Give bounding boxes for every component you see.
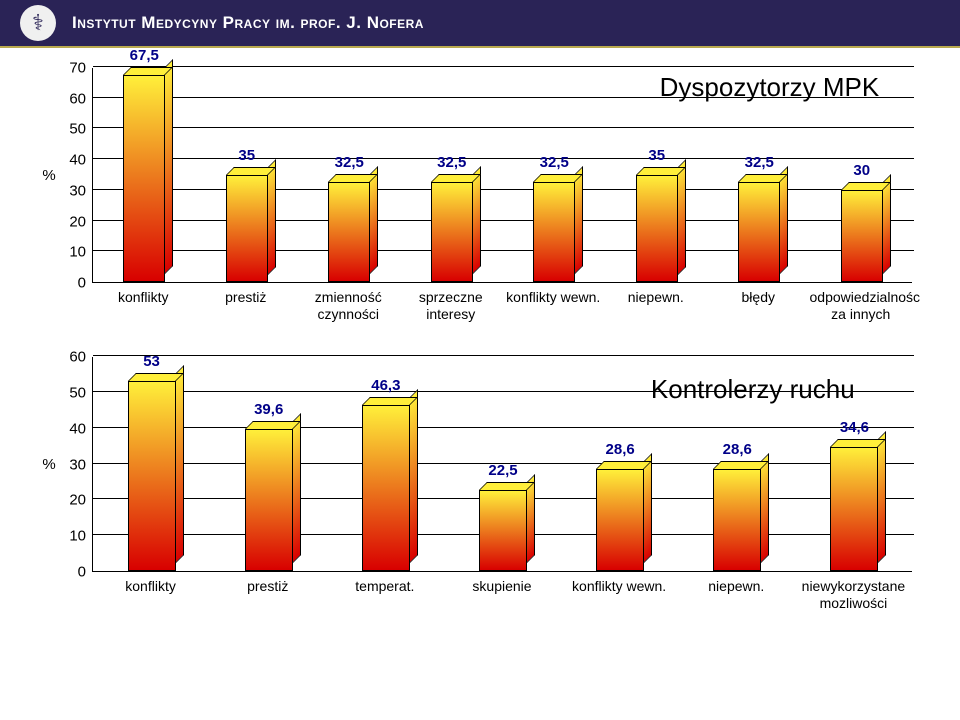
bar: 53 bbox=[128, 356, 176, 571]
xlabel: konflikty bbox=[92, 289, 195, 306]
ytick: 10 bbox=[69, 528, 86, 545]
ytick: 60 bbox=[69, 90, 86, 107]
xlabel: sprzeczneinteresy bbox=[400, 289, 503, 323]
bar: 39,6 bbox=[245, 356, 293, 571]
bar-value: 32,5 bbox=[529, 154, 579, 171]
chart2-title: Kontrolerzy ruchu bbox=[651, 374, 855, 405]
bar: 28,6 bbox=[596, 356, 644, 571]
chart1-plot: 67,53532,532,532,53532,530 Dyspozytorzy … bbox=[92, 68, 912, 283]
bar: 22,5 bbox=[479, 356, 527, 571]
ytick: 70 bbox=[69, 60, 86, 77]
gridline bbox=[93, 189, 914, 190]
gridline bbox=[93, 250, 914, 251]
bar-value: 28,6 bbox=[708, 441, 766, 458]
xlabel: temperat. bbox=[326, 578, 443, 595]
gridline bbox=[93, 158, 914, 159]
bar: 32,5 bbox=[431, 67, 473, 282]
xlabel: prestiż bbox=[209, 578, 326, 595]
ytick: 0 bbox=[78, 275, 86, 292]
chart1-ylabel: % bbox=[40, 68, 58, 283]
bar-value: 32,5 bbox=[427, 154, 477, 171]
bar: 32,5 bbox=[328, 67, 370, 282]
chart2-yaxis: 0102030405060 bbox=[58, 357, 92, 572]
ytick: 30 bbox=[69, 456, 86, 473]
ytick: 10 bbox=[69, 244, 86, 261]
header-title: Instytut Medycyny Pracy im. prof. J. Nof… bbox=[72, 13, 424, 33]
xlabel: konflikty wewn. bbox=[561, 578, 678, 595]
bar-value: 22,5 bbox=[474, 462, 532, 479]
xlabel: skupienie bbox=[443, 578, 560, 595]
chart2-plot: 5339,646,322,528,628,634,6 Kontrolerzy r… bbox=[92, 357, 912, 572]
gridline bbox=[93, 66, 914, 67]
ytick: 40 bbox=[69, 152, 86, 169]
chart1-title: Dyspozytorzy MPK bbox=[660, 72, 880, 103]
chart-dyspozytorzy: % 010203040506070 67,53532,532,532,53532… bbox=[40, 68, 920, 327]
ytick: 50 bbox=[69, 384, 86, 401]
bar-value: 53 bbox=[123, 353, 181, 370]
xlabel: niepewn. bbox=[605, 289, 708, 306]
bar-value: 32,5 bbox=[324, 154, 374, 171]
bar-value: 34,6 bbox=[826, 419, 884, 436]
xlabel: prestiż bbox=[195, 289, 298, 306]
ytick: 20 bbox=[69, 492, 86, 509]
ytick: 0 bbox=[78, 564, 86, 581]
ytick: 60 bbox=[69, 349, 86, 366]
xlabel: konflikty wewn. bbox=[502, 289, 605, 306]
bar-value: 67,5 bbox=[119, 47, 169, 64]
bar-value: 30 bbox=[837, 162, 887, 179]
chart2-ylabel: % bbox=[40, 357, 58, 572]
bar: 32,5 bbox=[533, 67, 575, 282]
bar-value: 46,3 bbox=[357, 377, 415, 394]
xlabel: zmiennośćczynności bbox=[297, 289, 400, 323]
chart-kontrolerzy: % 0102030405060 5339,646,322,528,628,634… bbox=[40, 357, 920, 616]
xlabel: błędy bbox=[707, 289, 810, 306]
ytick: 50 bbox=[69, 121, 86, 138]
bar-value: 28,6 bbox=[591, 441, 649, 458]
xlabel: niewykorzystanemozliwości bbox=[795, 578, 912, 612]
xlabel: konflikty bbox=[92, 578, 209, 595]
ytick: 40 bbox=[69, 420, 86, 437]
ytick: 30 bbox=[69, 182, 86, 199]
bar: 67,5 bbox=[123, 67, 165, 282]
bar: 46,3 bbox=[362, 356, 410, 571]
bar-value: 35 bbox=[632, 147, 682, 164]
chart1-xaxis: konfliktyprestiżzmiennośćczynnościsprzec… bbox=[92, 283, 912, 327]
gridline bbox=[93, 220, 914, 221]
gridline bbox=[93, 127, 914, 128]
chart1-yaxis: 010203040506070 bbox=[58, 68, 92, 283]
xlabel: niepewn. bbox=[678, 578, 795, 595]
bar-value: 32,5 bbox=[734, 154, 784, 171]
xlabel: odpowiedzialnoścza innych bbox=[810, 289, 913, 323]
institute-logo-icon: ⚕ bbox=[20, 5, 56, 41]
bar-value: 39,6 bbox=[240, 401, 298, 418]
bar: 35 bbox=[226, 67, 268, 282]
bar-value: 35 bbox=[222, 147, 272, 164]
header-bar: ⚕ Instytut Medycyny Pracy im. prof. J. N… bbox=[0, 0, 960, 48]
chart2-xaxis: konfliktyprestiżtemperat.skupieniekonfli… bbox=[92, 572, 912, 616]
ytick: 20 bbox=[69, 213, 86, 230]
